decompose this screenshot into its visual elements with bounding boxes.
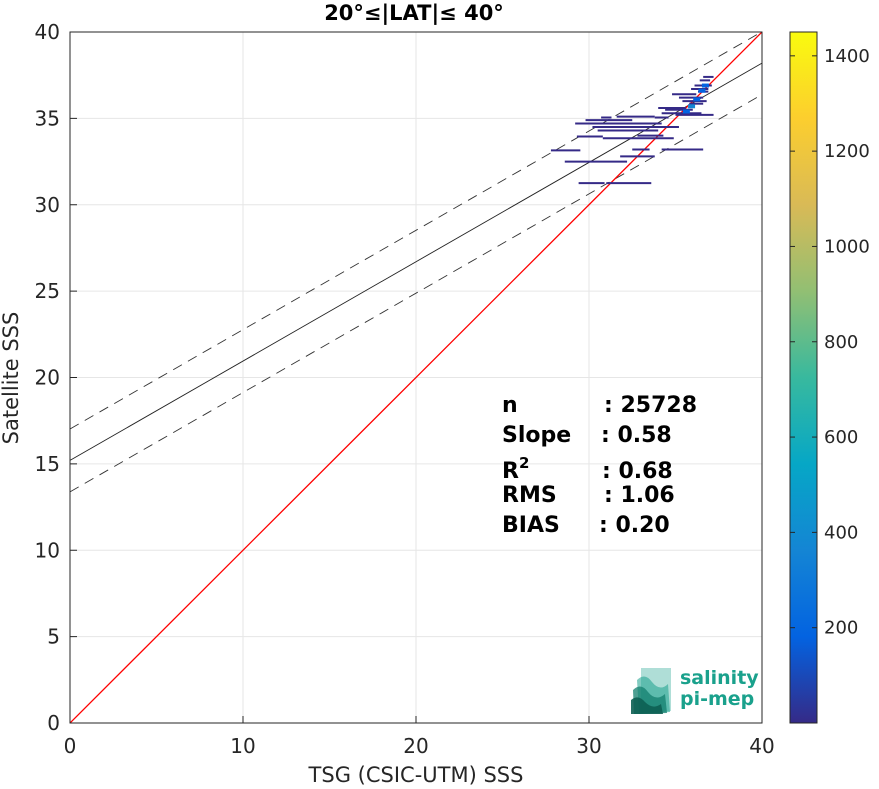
- stat-value: : 0.20: [599, 513, 670, 538]
- stat-label: n: [502, 393, 518, 418]
- colorbar-tick-label: 200: [824, 618, 858, 639]
- colorbar: [789, 31, 818, 724]
- x-axis-title: TSG (CSIC-UTM) SSS: [308, 763, 524, 787]
- colorbar-tick-label: 800: [824, 332, 858, 353]
- data-point: [693, 97, 701, 102]
- stat-label-superscript: 2: [519, 454, 529, 472]
- fit-lines: [70, 32, 762, 723]
- x-tick-label: 40: [749, 734, 774, 758]
- data-point: [701, 83, 709, 88]
- y-tick-label: 20: [35, 366, 60, 390]
- regression-line: [70, 62, 762, 461]
- y-tick-label: 40: [35, 20, 60, 44]
- data-point: [688, 104, 696, 109]
- stat-label: RMS: [502, 483, 557, 508]
- y-tick-label: 30: [35, 193, 60, 217]
- data-points: [550, 75, 714, 185]
- y-tick-label: 0: [47, 711, 60, 735]
- x-tick-label: 0: [64, 734, 77, 758]
- x-tick-label: 20: [403, 734, 428, 758]
- y-axis-title: Satellite SSS: [0, 312, 23, 445]
- colorbar-tick-label: 400: [824, 522, 858, 543]
- colorbar-tick-label: 1400: [824, 46, 870, 67]
- colorbar-tick-label: 1200: [824, 141, 870, 162]
- x-tick-label: 10: [230, 734, 255, 758]
- stat-label: Slope: [502, 423, 571, 448]
- upper-band-line: [70, 32, 762, 430]
- salinity-pi-mep-logo: salinity pi-mep: [631, 667, 759, 714]
- colorbar-ticks: 200 400 600 800 1000 1200 1400: [790, 46, 870, 639]
- data-point: [698, 88, 706, 93]
- lower-band-line: [70, 94, 762, 493]
- identity-line: [70, 32, 762, 723]
- y-tick-label: 10: [35, 538, 60, 562]
- colorbar-tick-label: 1000: [824, 236, 870, 257]
- stat-value: : 0.58: [601, 423, 672, 448]
- stat-value: : 25728: [604, 393, 697, 418]
- logo-line-2: pi-mep: [680, 688, 754, 710]
- wave-logo-icon: [631, 668, 671, 714]
- data-point: [682, 109, 690, 114]
- y-tick-label: 35: [35, 106, 60, 130]
- stat-value: : 1.06: [604, 483, 675, 508]
- stat-value: : 0.68: [602, 459, 673, 484]
- chart-title: 20°≤|LAT|≤ 40°: [324, 1, 504, 26]
- y-axis-ticks: 0 5 10 15 20 25 30 35 40: [35, 20, 77, 735]
- stat-label: BIAS: [502, 513, 560, 538]
- colorbar-tick-label: 600: [824, 427, 858, 448]
- y-tick-label: 5: [47, 625, 60, 649]
- logo-line-1: salinity: [680, 667, 759, 689]
- y-tick-label: 25: [35, 279, 60, 303]
- x-tick-label: 30: [576, 734, 601, 758]
- y-tick-label: 15: [35, 452, 60, 476]
- x-axis-ticks: 0 10 20 30 40: [64, 716, 775, 758]
